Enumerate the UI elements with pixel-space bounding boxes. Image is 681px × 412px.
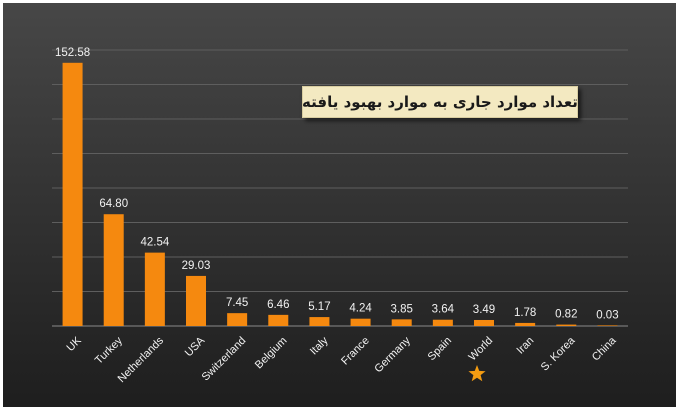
- data-label: 5.17: [308, 301, 330, 313]
- data-label: 42.54: [140, 237, 169, 249]
- bar-germany: [391, 319, 412, 326]
- bar-italy: [309, 317, 330, 326]
- data-label: 6.46: [267, 299, 289, 311]
- bar-usa: [186, 275, 206, 326]
- bar-china: [597, 325, 618, 326]
- bar-spain: [432, 319, 453, 326]
- bar-netherlands: [144, 252, 165, 326]
- data-label: 3.49: [473, 304, 495, 316]
- data-label: 29.03: [182, 260, 211, 272]
- data-label: 3.64: [432, 304, 455, 316]
- bar-belgium: [268, 314, 289, 326]
- data-label: 3.85: [391, 303, 413, 315]
- bar-world: [474, 319, 494, 326]
- data-label: 0.82: [555, 309, 577, 321]
- highlight-markers: [468, 365, 486, 382]
- bar-switzerland: [227, 313, 248, 326]
- bar-iran: [515, 322, 536, 326]
- data-label: 1.78: [514, 307, 536, 319]
- bar-s-korea: [556, 324, 577, 326]
- data-label: 0.03: [596, 309, 618, 321]
- chart-title: تعداد موارد جاری به موارد بهبود یافته: [302, 86, 578, 118]
- bar-uk: [62, 62, 83, 326]
- chart-background: [3, 3, 676, 407]
- data-labels: 152.58 64.80 42.54 29.03 7.45 6.46 5.17 4.24 3.8…: [55, 47, 619, 322]
- data-label: 4.24: [349, 303, 372, 315]
- bar-turkey: [103, 214, 124, 326]
- star-icon: [468, 365, 486, 382]
- bar-france: [350, 318, 371, 326]
- data-label: 7.45: [226, 297, 248, 309]
- data-label: 64.80: [99, 198, 128, 210]
- bars: [62, 62, 618, 326]
- data-label: 152.58: [55, 47, 90, 59]
